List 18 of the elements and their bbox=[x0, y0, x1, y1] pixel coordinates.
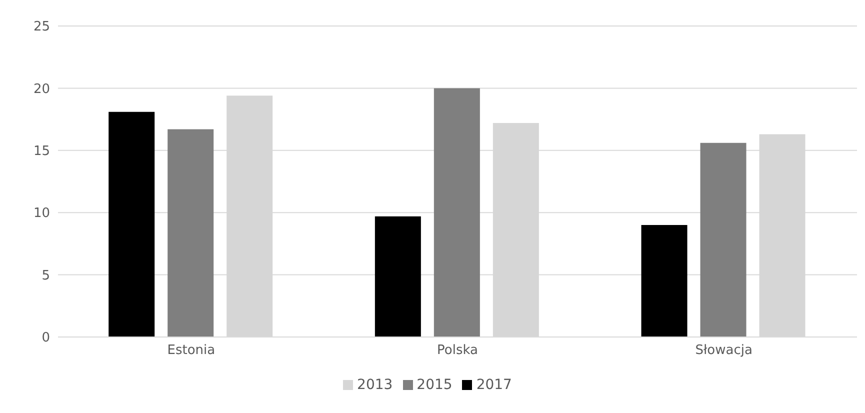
y-tick-label: 0 bbox=[42, 330, 50, 346]
x-tick-label: Estonia bbox=[167, 343, 216, 358]
legend-label: 2015 bbox=[416, 377, 452, 393]
bar bbox=[108, 112, 155, 337]
y-tick-label: 25 bbox=[33, 20, 50, 35]
bar bbox=[434, 88, 480, 337]
bar bbox=[700, 142, 746, 337]
x-tick-label: Słowacja bbox=[695, 343, 752, 358]
bar bbox=[374, 216, 421, 337]
y-tick-label: 10 bbox=[33, 206, 50, 222]
x-tick-label: Polska bbox=[437, 343, 478, 358]
y-tick-label: 15 bbox=[33, 144, 50, 160]
legend-label: 2013 bbox=[357, 377, 393, 393]
y-tick-label: 5 bbox=[42, 268, 50, 284]
legend-label: 2017 bbox=[476, 377, 512, 393]
bar bbox=[168, 129, 214, 337]
bar bbox=[641, 225, 688, 337]
y-tick-label: 20 bbox=[33, 82, 50, 97]
